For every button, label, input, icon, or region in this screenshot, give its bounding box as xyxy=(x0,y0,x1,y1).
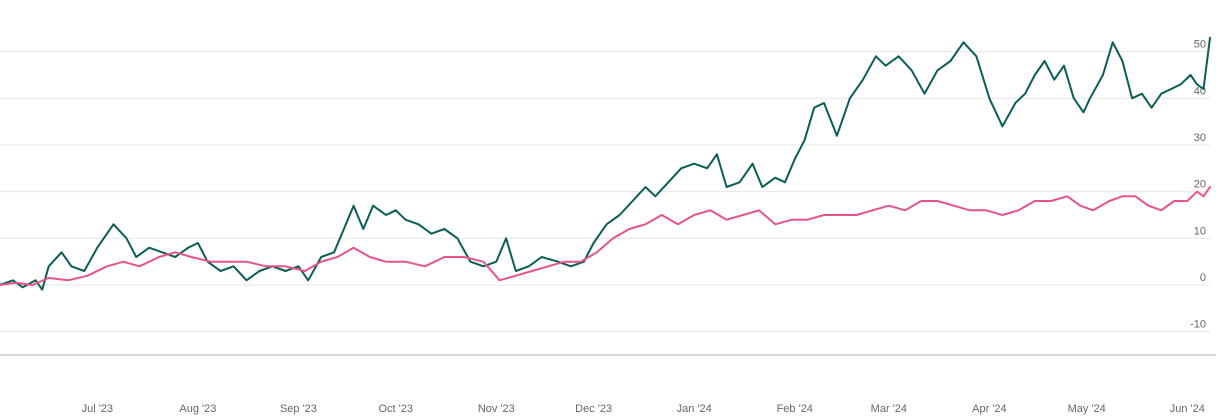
grid-lines xyxy=(0,51,1216,356)
y-tick-label: 30 xyxy=(1194,132,1206,144)
x-tick-label: Mar '24 xyxy=(871,403,907,415)
y-tick-label: 50 xyxy=(1194,39,1206,51)
x-tick-label: Oct '23 xyxy=(379,403,414,415)
y-tick-label: 0 xyxy=(1200,272,1206,284)
x-tick-label: Apr '24 xyxy=(972,403,1007,415)
x-tick-label: Dec '23 xyxy=(575,403,612,415)
x-tick-label: Nov '23 xyxy=(478,403,515,415)
x-tick-label: Feb '24 xyxy=(777,403,813,415)
x-tick-label: Jul '23 xyxy=(82,403,113,415)
x-axis-tick-labels: Jul '23 Aug '23 Sep '23 Oct '23 Nov '23 Dec '… xyxy=(82,403,1205,415)
y-tick-label: 10 xyxy=(1194,225,1206,237)
y-tick-label: -10 xyxy=(1190,319,1206,331)
x-tick-label: Sep '23 xyxy=(280,403,317,415)
x-tick-label: May '24 xyxy=(1068,403,1106,415)
series-lines xyxy=(0,36,1211,291)
y-tick-label: 20 xyxy=(1194,179,1206,191)
x-tick-label: Jan '24 xyxy=(677,403,712,415)
series-line-2 xyxy=(0,186,1211,286)
x-tick-label: Jun '24 xyxy=(1170,403,1205,415)
series-line-1 xyxy=(0,36,1211,291)
x-tick-label: Aug '23 xyxy=(179,403,216,415)
